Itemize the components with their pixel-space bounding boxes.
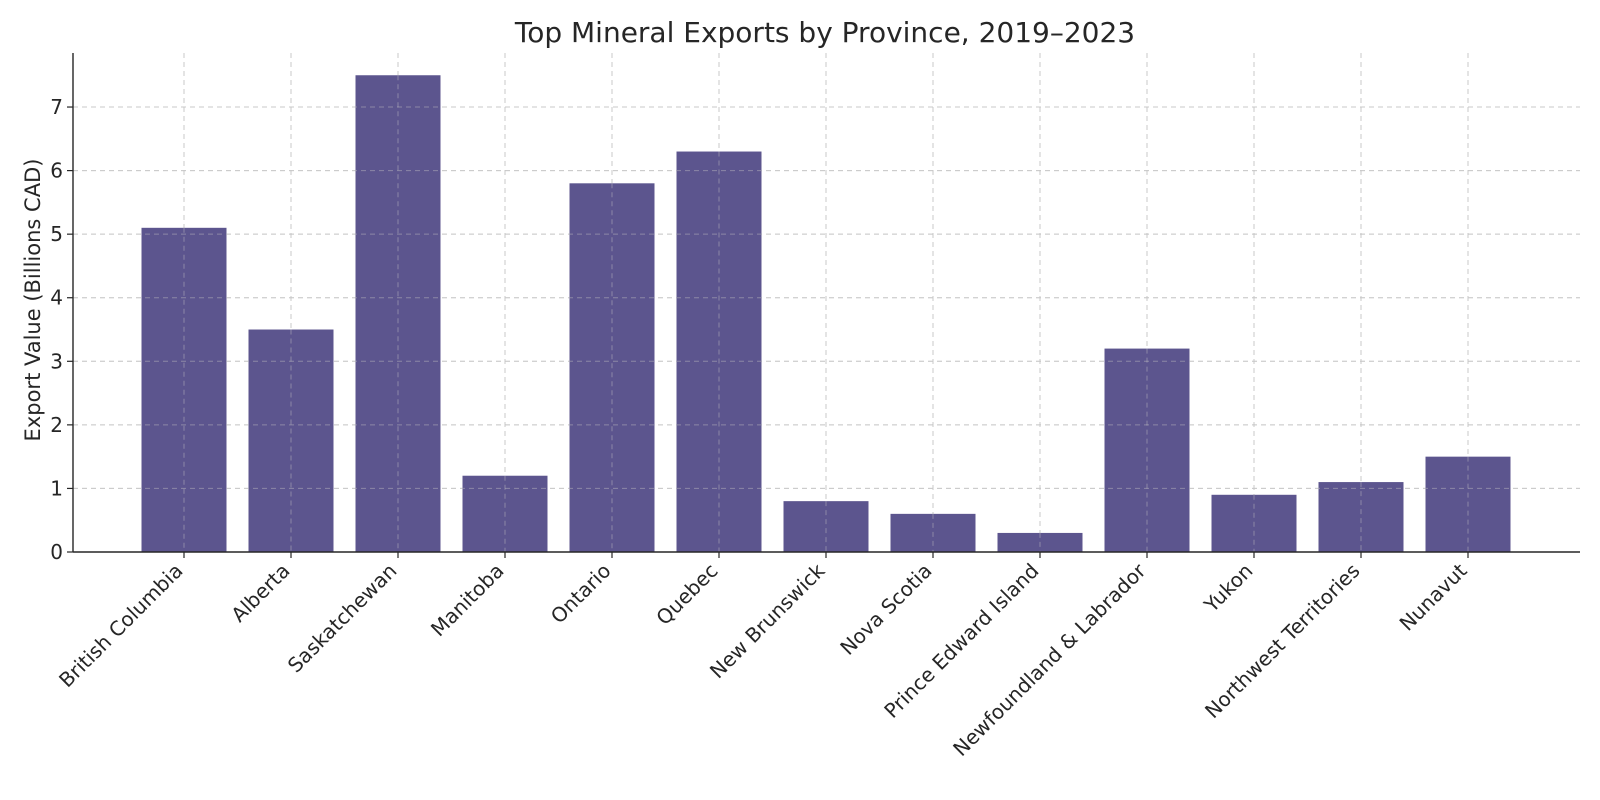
x-tick-label: Alberta	[226, 559, 294, 627]
x-tick-label: Quebec	[651, 559, 722, 630]
y-axis-label: Export Value (Billions CAD)	[21, 159, 45, 442]
bar-northwest-territories	[1318, 482, 1404, 552]
y-tick-label: 1	[50, 476, 63, 500]
y-tick-label: 0	[50, 540, 63, 564]
chart-title: Top Mineral Exports by Province, 2019–20…	[514, 16, 1135, 49]
bar-quebec	[676, 151, 762, 552]
x-tick-label: Ontario	[546, 559, 616, 629]
x-tick-label: New Brunswick	[705, 558, 830, 683]
y-tick-label: 2	[50, 413, 63, 437]
bar-nova-scotia	[890, 513, 976, 552]
y-tick-label: 3	[50, 349, 63, 373]
y-tick-label: 4	[50, 286, 63, 310]
bar-ontario	[569, 183, 655, 552]
bar-newfoundland-labrador	[1104, 348, 1190, 552]
x-tick-label: Manitoba	[426, 559, 509, 642]
x-tick-label: Saskatchewan	[283, 559, 402, 678]
y-tick-label: 5	[50, 222, 63, 246]
x-tick-label: Yukon	[1199, 559, 1258, 618]
bars	[73, 75, 1580, 553]
bar-yukon	[1211, 494, 1297, 552]
x-tick-label: Nova Scotia	[835, 559, 936, 660]
bar-new-brunswick	[783, 501, 869, 552]
y-axis-ticks: 0 1 2 3 4 5 6 7	[50, 95, 73, 564]
x-tick-label: British Columbia	[54, 559, 187, 692]
y-tick-label: 6	[50, 159, 63, 183]
bar-nunavut	[1425, 456, 1511, 552]
bar-manitoba	[462, 475, 548, 552]
bar-prince-edward-island	[997, 532, 1083, 552]
x-tick-label: Newfoundland & Labrador	[948, 558, 1151, 761]
x-tick-label: Nunavut	[1395, 558, 1472, 635]
bar-british-columbia	[141, 227, 227, 553]
bar-alberta	[248, 329, 334, 552]
y-tick-label: 7	[50, 95, 63, 119]
bar-saskatchewan	[355, 75, 441, 552]
